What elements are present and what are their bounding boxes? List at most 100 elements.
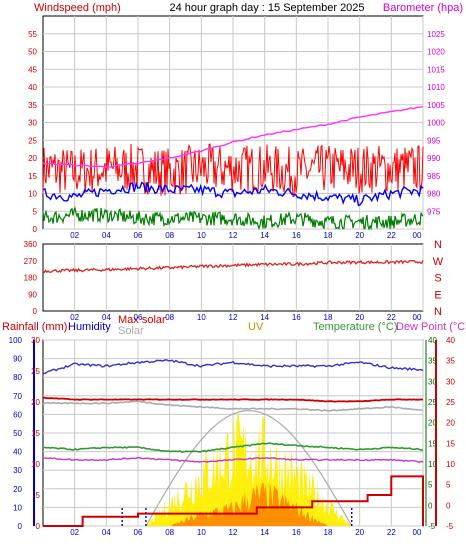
barometer-axis-title: Barometer (hpa) [383,2,463,14]
x-tick-label: 12 [229,528,238,537]
rainfall-header: Rainfall (mm) [2,321,67,333]
max-solar-header: Max solar [118,314,166,326]
barometer-tick-label: 995 [427,136,441,145]
dew-point-header: Dew Point (°C) [396,321,466,333]
temperature-tick-label: 20 [428,419,437,428]
humidity-header: Humidity [68,321,111,333]
x-tick-label: 22 [387,231,396,240]
direction-compass-label: N [434,306,442,318]
x-tick-label: 12 [229,313,238,322]
dew-point-tick-label: 30 [446,377,455,386]
humidity-tick-label: 80 [13,373,22,382]
windspeed-tick-label: 40 [28,83,37,92]
barometer-tick-label: 1025 [427,30,445,39]
x-tick-label: 22 [387,528,396,537]
x-tick-label: 16 [292,231,301,240]
barometer-tick-label: 1005 [427,101,445,110]
solar-header: Solar [118,325,144,337]
humidity-tick-label: 20 [13,485,22,494]
windspeed-tick-label: 0 [33,225,38,234]
windspeed-tick-label: 15 [28,172,37,181]
x-tick-label: 14 [260,528,269,537]
direction-compass-label: N [434,239,442,251]
chart-marks-layer [42,105,424,527]
x-tick-label: 02 [70,313,79,322]
humidity-tick-label: 10 [13,503,22,512]
rainfall-series [43,475,424,527]
windspeed-tick-label: 5 [33,207,38,216]
x-tick-label: 04 [102,231,111,240]
dew-point-tick-label: 35 [446,357,455,366]
x-tick-label: 08 [165,528,174,537]
dew-point-tick-label: 15 [446,439,455,448]
x-tick-label: 18 [324,528,333,537]
direction-tick-label: 360 [24,240,38,249]
windspeed-tick-label: 10 [28,190,37,199]
dew-point-tick-label: 40 [446,336,455,345]
x-tick-label: 04 [102,528,111,537]
solar-series [42,400,424,412]
max-solar-arc [145,410,353,527]
rain-tick-label: 0 [36,522,41,531]
x-tick-label: 04 [102,313,111,322]
rain-tick-label: 25 [31,367,40,376]
barometer-tick-label: 980 [427,190,441,199]
x-tick-label: 10 [197,313,206,322]
temperature-tick-label: -5 [428,522,436,531]
x-tick-label: 16 [292,528,301,537]
barometer-series [42,105,424,168]
rain-tick-label: 5 [36,491,41,500]
temperature-header: Temperature (°C) [313,321,397,333]
x-tick-label: 18 [324,313,333,322]
barometer-tick-label: 990 [427,154,441,163]
x-tick-label: 08 [165,313,174,322]
x-tick-label: 06 [134,313,143,322]
dew-point-tick-label: 5 [446,481,451,490]
windspeed-tick-label: 20 [28,154,37,163]
direction-tick-label: 0 [33,307,38,316]
windspeed-tick-label: 25 [28,136,37,145]
windspeed-tick-label: 35 [28,101,37,110]
rain-tick-label: 30 [31,336,40,345]
temperature-tick-label: 25 [428,398,437,407]
uv-area [169,482,328,526]
temperature-tick-label: 35 [428,357,437,366]
barometer-tick-label: 975 [427,207,441,216]
x-tick-label: 00 [413,313,422,322]
x-tick-label: 02 [70,231,79,240]
humidity-tick-label: 100 [9,336,23,345]
x-tick-label: 22 [387,313,396,322]
x-tick-label: 20 [355,231,364,240]
x-tick-label: 00 [413,528,422,537]
humidity-tick-label: 30 [13,466,22,475]
x-tick-label: 14 [260,231,269,240]
x-tick-label: 14 [260,313,269,322]
graph-title: 24 hour graph day : 15 September 2025 [169,2,364,14]
x-tick-label: 00 [413,231,422,240]
direction-compass-label: E [434,289,441,301]
dew-point-tick-label: 20 [446,419,455,428]
windspeed-average-series [42,181,424,207]
direction-compass-label: S [434,273,441,285]
humidity-tick-label: 50 [13,429,22,438]
dew-point-tick-label: 0 [446,501,451,510]
humidity-tick-label: 60 [13,410,22,419]
windspeed-axis-title: Windspeed (mph) [34,2,121,14]
rain-tick-label: 20 [31,398,40,407]
temperature-tick-label: 30 [428,377,437,386]
dew-point-tick-label: 25 [446,398,455,407]
temperature-tick-label: 10 [428,460,437,469]
temperature-series [43,442,424,453]
direction-tick-label: 90 [28,290,37,299]
windspeed-tick-label: 55 [28,30,37,39]
uv-header: UV [248,321,264,333]
barometer-tick-label: 1020 [427,48,445,57]
x-tick-label: 08 [165,231,174,240]
windspeed-tick-label: 45 [28,65,37,74]
barometer-tick-label: 1010 [427,83,445,92]
x-tick-label: 18 [324,231,333,240]
barometer-tick-label: 1015 [427,65,445,74]
x-tick-label: 16 [292,313,301,322]
